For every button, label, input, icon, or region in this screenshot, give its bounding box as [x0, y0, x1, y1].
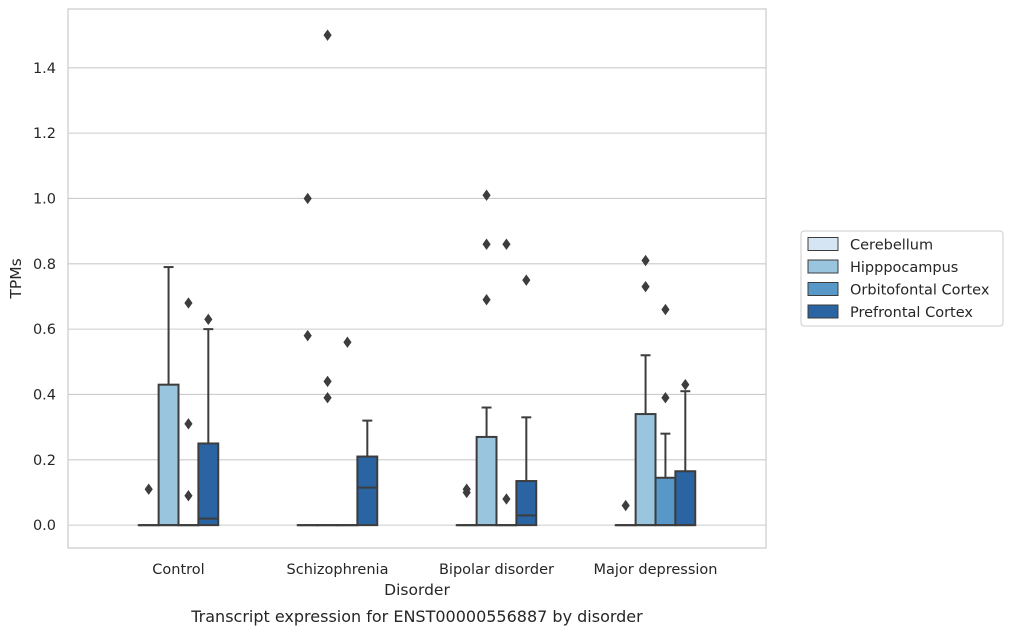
outlier-point: [641, 254, 650, 267]
outlier-point: [323, 375, 332, 388]
legend-frame: [800, 230, 1004, 327]
box-3-3: [674, 378, 697, 527]
outlier-point: [621, 499, 630, 512]
outlier-point: [641, 280, 650, 293]
outlier-point: [522, 274, 531, 286]
legend-swatch: [807, 259, 839, 274]
outlier-point: [144, 483, 153, 495]
outlier-point: [184, 418, 193, 430]
legend-label: Prefrontal Cortex: [850, 305, 973, 321]
y-tick-label: 1.4: [33, 61, 56, 77]
legend-swatch: [807, 304, 839, 319]
box-2-3: [515, 274, 538, 527]
legend-label: Cerebellum: [850, 238, 933, 254]
box: [356, 455, 379, 527]
outlier-point: [482, 238, 491, 250]
outlier-point: [323, 29, 332, 41]
outlier-point: [303, 329, 312, 342]
box: [654, 476, 677, 527]
outlier-point: [681, 378, 690, 391]
outlier-point: [482, 189, 491, 201]
box-2-2: [495, 238, 518, 527]
y-tick-label: 1.2: [33, 126, 56, 142]
box: [197, 442, 220, 527]
box-1-3: [356, 419, 379, 527]
outlier-point: [482, 294, 491, 306]
y-tick-label: 0.6: [33, 322, 56, 338]
x-tick-label: Control: [152, 562, 204, 578]
outlier-point: [502, 493, 511, 505]
y-tick-label: 0.4: [33, 387, 56, 403]
x-axis-title: Disorder: [384, 581, 450, 599]
x-tick-label: Major depression: [594, 562, 718, 578]
x-tick-label: Bipolar disorder: [439, 562, 554, 578]
box-0-1: [157, 266, 180, 527]
legend-swatch: [807, 237, 839, 251]
legend-swatch: [807, 282, 839, 296]
x-axis-ticks: Control Schizophrenia Bipolar disorder Majo…: [152, 562, 717, 578]
outlier-point: [323, 392, 332, 404]
box-3-1: [634, 254, 657, 527]
y-tick-label: 0.2: [33, 453, 56, 469]
outlier-point: [462, 483, 471, 495]
y-axis-ticks: 0.0 0.2 0.4 0.6 0.8 1.0 1.2 1.4: [33, 61, 56, 534]
boxes: [137, 29, 697, 527]
outlier-point: [204, 313, 213, 326]
outlier-point: [184, 490, 193, 502]
outlier-point: [661, 392, 670, 404]
outlier-point: [661, 303, 670, 316]
outlier-point: [502, 238, 511, 250]
y-tick-label: 1.0: [33, 191, 56, 207]
outlier-point: [184, 297, 193, 309]
legend: Cerebellum Hipppocampus Orbitofontal Corte…: [800, 230, 1004, 327]
y-tick-label: 0.0: [33, 518, 56, 534]
box: [157, 383, 180, 527]
y-tick-label: 0.8: [33, 257, 56, 273]
legend-label: Hipppocampus: [850, 260, 958, 276]
outlier-point: [303, 192, 312, 205]
box: [634, 413, 657, 527]
x-tick-label: Schizophrenia: [287, 562, 389, 578]
box: [515, 480, 538, 527]
outlier-point: [343, 336, 352, 348]
box-0-3: [197, 313, 220, 527]
box: [674, 470, 697, 527]
legend-label: Orbitofontal Cortex: [850, 283, 990, 299]
chart-caption: Transcript expression for ENST0000055688…: [190, 607, 643, 626]
box-2-1: [475, 189, 498, 527]
box: [475, 435, 498, 527]
box-3-0: [614, 499, 637, 527]
y-axis-title: TPMs: [7, 258, 25, 299]
box-3-2: [654, 303, 677, 527]
plot-frame: [67, 8, 767, 549]
